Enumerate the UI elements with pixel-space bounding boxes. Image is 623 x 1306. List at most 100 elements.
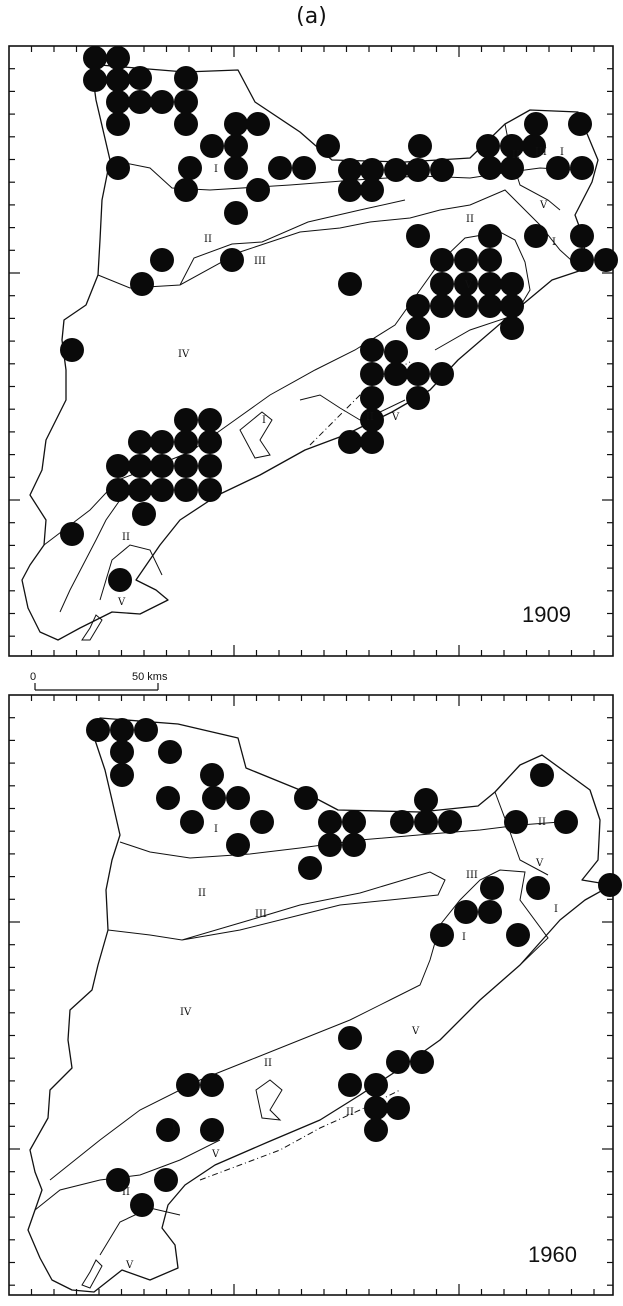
- occurrence-dot: [174, 430, 198, 454]
- occurrence-dots: [86, 718, 622, 1217]
- occurrence-dot: [570, 224, 594, 248]
- map-year: 1960: [528, 1242, 577, 1267]
- occurrence-dot: [150, 454, 174, 478]
- occurrence-dot: [106, 68, 130, 92]
- occurrence-dot: [174, 112, 198, 136]
- occurrence-dot: [408, 134, 432, 158]
- occurrence-dot: [338, 272, 362, 296]
- occurrence-dot: [106, 90, 130, 114]
- occurrence-dots: [60, 46, 618, 592]
- occurrence-dot: [570, 248, 594, 272]
- occurrence-dot: [226, 786, 250, 810]
- occurrence-dot: [386, 1096, 410, 1120]
- occurrence-dot: [570, 156, 594, 180]
- zone-label: II: [122, 1187, 130, 1198]
- occurrence-dot: [342, 810, 366, 834]
- zone-label: III: [254, 256, 266, 267]
- zone-label: V: [125, 1260, 134, 1271]
- occurrence-dot: [526, 876, 550, 900]
- occurrence-dot: [224, 112, 248, 136]
- occurrence-dot: [294, 786, 318, 810]
- occurrence-dot: [406, 158, 430, 182]
- occurrence-dot: [546, 156, 570, 180]
- occurrence-dot: [406, 294, 430, 318]
- zone-boundaries: [43, 123, 583, 641]
- occurrence-dot: [500, 156, 524, 180]
- occurrence-dot: [130, 1193, 154, 1217]
- occurrence-dot: [83, 46, 107, 70]
- zone-label: II: [346, 1107, 354, 1118]
- occurrence-dot: [384, 340, 408, 364]
- occurrence-dot: [246, 178, 270, 202]
- scale-fifty: 50 kms: [132, 671, 168, 683]
- occurrence-dot: [360, 362, 384, 386]
- occurrence-dot: [554, 810, 578, 834]
- zone-labels: I II III IV I II III V I V II II I V II …: [122, 817, 558, 1271]
- coastline: [27, 717, 613, 1293]
- occurrence-dot: [500, 294, 524, 318]
- occurrence-dot: [134, 718, 158, 742]
- occurrence-dot: [106, 478, 130, 502]
- occurrence-dot: [200, 1073, 224, 1097]
- occurrence-dot: [414, 810, 438, 834]
- occurrence-dot: [224, 156, 248, 180]
- occurrence-dot: [430, 158, 454, 182]
- occurrence-dot: [108, 568, 132, 592]
- zone-label: I: [552, 237, 556, 248]
- occurrence-dot: [506, 923, 530, 947]
- occurrence-dot: [438, 810, 462, 834]
- zone-label: V: [539, 200, 548, 211]
- occurrence-dot: [110, 763, 134, 787]
- zone-label: II: [198, 888, 206, 899]
- occurrence-dot: [430, 272, 454, 296]
- occurrence-dot: [268, 156, 292, 180]
- occurrence-dot: [150, 90, 174, 114]
- occurrence-dot: [130, 272, 154, 296]
- zone-label: IV: [178, 349, 190, 360]
- occurrence-dot: [530, 763, 554, 787]
- zone-label: III: [535, 147, 547, 158]
- occurrence-dot: [202, 786, 226, 810]
- occurrence-dot: [406, 316, 430, 340]
- occurrence-dot: [454, 294, 478, 318]
- occurrence-dot: [478, 224, 502, 248]
- occurrence-dot: [110, 740, 134, 764]
- occurrence-dot: [504, 810, 528, 834]
- occurrence-dot: [318, 810, 342, 834]
- occurrence-dot: [406, 224, 430, 248]
- occurrence-dot: [360, 386, 384, 410]
- occurrence-dot: [178, 156, 202, 180]
- occurrence-dot: [110, 718, 134, 742]
- occurrence-dot: [360, 430, 384, 454]
- zone-label: III: [255, 909, 267, 920]
- zone-label: V: [464, 280, 473, 291]
- zone-label: III: [466, 870, 478, 881]
- zone-label: V: [117, 597, 126, 608]
- occurrence-dot: [480, 876, 504, 900]
- zone-label: I: [214, 824, 218, 835]
- occurrence-dot: [128, 478, 152, 502]
- zone-label: V: [411, 1026, 420, 1037]
- occurrence-dot: [478, 294, 502, 318]
- occurrence-dot: [414, 788, 438, 812]
- occurrence-dot: [430, 294, 454, 318]
- occurrence-dot: [360, 158, 384, 182]
- zone-label: II: [122, 532, 130, 543]
- occurrence-dot: [298, 856, 322, 880]
- occurrence-dot: [500, 272, 524, 296]
- tick-marks: [9, 46, 613, 656]
- occurrence-dot: [150, 478, 174, 502]
- occurrence-dot: [338, 1026, 362, 1050]
- zone-label: I: [214, 164, 218, 175]
- occurrence-dot: [476, 134, 500, 158]
- occurrence-dot: [174, 454, 198, 478]
- occurrence-dot: [150, 248, 174, 272]
- occurrence-dot: [174, 408, 198, 432]
- zone-boundaries: [34, 791, 561, 1289]
- occurrence-dot: [128, 430, 152, 454]
- occurrence-dot: [524, 224, 548, 248]
- occurrence-dot: [500, 316, 524, 340]
- occurrence-dot: [200, 763, 224, 787]
- occurrence-dot: [106, 112, 130, 136]
- zone-label: I: [462, 932, 466, 943]
